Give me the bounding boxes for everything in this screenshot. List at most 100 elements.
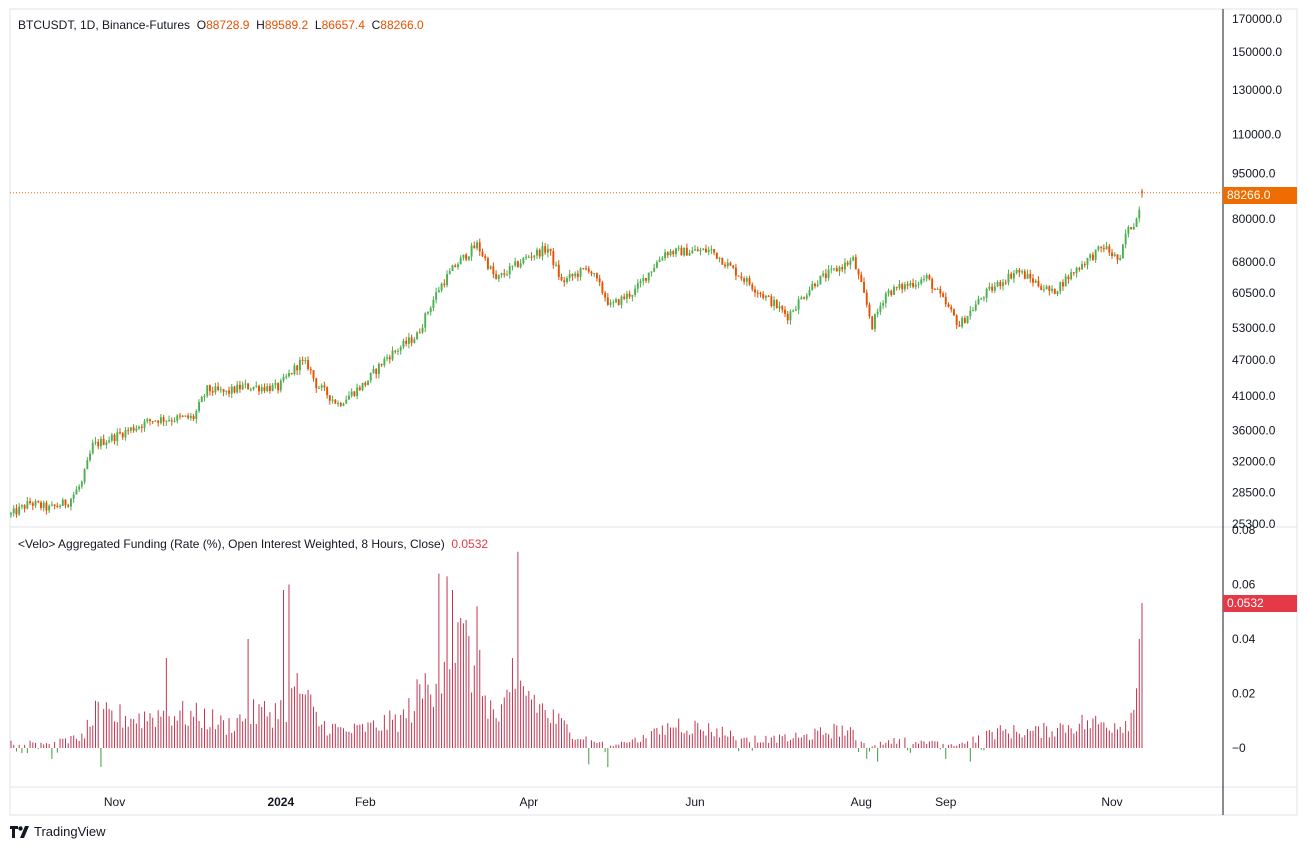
candle-body — [1135, 218, 1138, 227]
candle-body — [1130, 227, 1133, 230]
candle-body — [724, 264, 726, 267]
candle-body — [972, 310, 974, 312]
candle-body — [522, 258, 525, 264]
candle-body — [942, 293, 945, 297]
candle-body — [446, 274, 449, 286]
candle-body — [31, 503, 34, 506]
candle-body — [702, 248, 705, 251]
candle-body — [525, 256, 528, 259]
candle-body — [961, 318, 964, 327]
candle-body — [1113, 254, 1116, 257]
candle-body — [323, 385, 326, 388]
candle-body — [996, 282, 999, 287]
close-label: C — [371, 18, 381, 32]
candle-body — [37, 501, 40, 503]
candle-body — [833, 268, 835, 270]
candle-body — [688, 253, 691, 256]
candle-body — [811, 283, 814, 291]
candle-body — [405, 340, 408, 344]
candle-body — [40, 502, 42, 508]
candle-body — [364, 382, 367, 386]
candle-body — [669, 251, 672, 256]
candle-body — [70, 498, 72, 507]
candle-body — [955, 315, 958, 325]
candle-body — [350, 391, 353, 396]
candle-body — [391, 350, 394, 360]
open-label: O — [196, 18, 207, 32]
candle-body — [23, 505, 26, 509]
candle-body — [143, 421, 146, 428]
candle-body — [1075, 267, 1078, 274]
candle-body — [20, 505, 23, 507]
candle-body — [230, 386, 233, 394]
candle-body — [470, 245, 473, 257]
candle-body — [56, 505, 59, 507]
candle-body — [116, 432, 119, 442]
candle-body — [906, 284, 909, 286]
candle-body — [576, 273, 579, 277]
candle-body — [15, 508, 18, 515]
candle-body — [756, 292, 759, 294]
candle-body — [963, 318, 966, 324]
candle-body — [980, 298, 983, 300]
funding-value: 0.0532 — [451, 537, 489, 551]
candle-body — [1048, 286, 1051, 291]
candle-body — [781, 306, 784, 310]
candle-body — [661, 258, 664, 260]
candle-body — [127, 430, 130, 432]
candle-body — [347, 395, 350, 400]
candle-body — [1067, 276, 1070, 280]
candle-body — [181, 416, 184, 418]
price-tick-label: 170000.0 — [1232, 12, 1282, 26]
candle-body — [814, 283, 816, 287]
candle-body — [982, 297, 985, 299]
candle-body — [1018, 269, 1021, 273]
candle-body — [685, 247, 688, 256]
candle-body — [623, 296, 626, 299]
candle-body — [849, 260, 852, 265]
candle-body — [743, 278, 746, 282]
candle-body — [407, 337, 410, 344]
candle-body — [78, 486, 81, 490]
candle-body — [121, 433, 124, 438]
candle-body — [260, 387, 263, 392]
candle-body — [34, 501, 37, 506]
candle-body — [579, 268, 582, 277]
candle-body — [824, 273, 827, 278]
candle-body — [42, 502, 45, 508]
candle-body — [388, 357, 391, 360]
candle-body — [1021, 271, 1024, 273]
candle-body — [394, 350, 397, 352]
last-price-badge: 88266.0 — [1223, 187, 1297, 204]
candle-body — [399, 347, 402, 351]
candle-body — [977, 298, 980, 305]
candle-body — [89, 453, 91, 461]
candle-body — [1094, 249, 1097, 260]
candle-body — [192, 415, 195, 419]
candle-body — [601, 282, 604, 293]
candle-body — [650, 271, 653, 273]
candle-body — [710, 249, 713, 251]
candle-body — [754, 289, 756, 293]
candle-body — [664, 252, 667, 259]
candle-body — [672, 251, 675, 255]
candle-body — [173, 420, 176, 422]
candle-body — [413, 339, 416, 343]
candle-body — [843, 262, 846, 270]
candle-body — [1064, 276, 1067, 287]
candle-body — [726, 262, 729, 267]
candle-body — [511, 265, 514, 267]
candle-body — [149, 419, 151, 422]
candle-body — [454, 265, 457, 267]
candle-body — [615, 299, 617, 303]
candle-body — [244, 383, 247, 385]
price-tick-label: 41000.0 — [1232, 389, 1276, 403]
candle-body — [1138, 209, 1141, 219]
candle-body — [868, 304, 871, 317]
time-tick-label: 2024 — [267, 795, 294, 809]
candle-body — [533, 255, 536, 258]
candle-body — [1040, 286, 1043, 290]
candle-body — [140, 426, 143, 428]
candle-body — [86, 460, 89, 470]
